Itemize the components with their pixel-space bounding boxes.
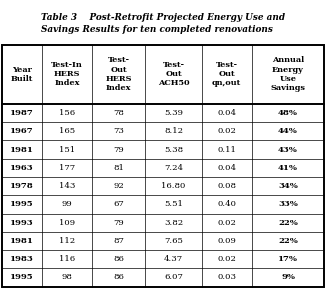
Text: 7.65: 7.65 [164,237,183,245]
Text: Year
Built: Year Built [11,66,33,83]
Text: 67: 67 [113,200,124,208]
Text: 1981: 1981 [10,145,34,154]
Text: 116: 116 [59,255,75,263]
Text: 79: 79 [113,219,124,227]
Text: Test-
Out
HERS
Index: Test- Out HERS Index [105,56,132,92]
Text: 7.24: 7.24 [164,164,183,172]
Text: 81: 81 [113,164,124,172]
Text: 0.40: 0.40 [217,200,236,208]
Text: 3.82: 3.82 [164,219,183,227]
Text: 109: 109 [59,219,75,227]
Text: 0.02: 0.02 [217,127,236,135]
Text: 156: 156 [59,109,75,117]
Text: 9%: 9% [281,273,295,281]
Text: 5.39: 5.39 [164,109,183,117]
Text: 41%: 41% [278,164,298,172]
Text: 0.02: 0.02 [217,255,236,263]
Text: 17%: 17% [278,255,298,263]
Text: 87: 87 [113,237,124,245]
Text: 86: 86 [113,273,124,281]
Text: 1987: 1987 [10,109,34,117]
Text: 5.51: 5.51 [164,200,183,208]
Text: 1978: 1978 [10,182,34,190]
Text: 33%: 33% [278,200,298,208]
Text: 43%: 43% [278,145,298,154]
Text: 177: 177 [59,164,75,172]
Text: 4.37: 4.37 [164,255,183,263]
Text: 73: 73 [113,127,124,135]
Text: 48%: 48% [278,109,298,117]
Text: 112: 112 [59,237,75,245]
Text: 86: 86 [113,255,124,263]
Text: 99: 99 [62,200,72,208]
Text: Test-In
HERS
Index: Test-In HERS Index [51,61,83,88]
Text: 6.07: 6.07 [164,273,183,281]
Bar [2,45,324,287]
Text: 0.08: 0.08 [217,182,236,190]
Text: 0.03: 0.03 [217,273,236,281]
Text: 22%: 22% [278,237,298,245]
Text: 44%: 44% [278,127,298,135]
Text: 22%: 22% [278,219,298,227]
Text: 151: 151 [59,145,75,154]
Text: Test-
Out
ACH50: Test- Out ACH50 [158,61,189,88]
Text: 165: 165 [59,127,75,135]
Text: 8.12: 8.12 [164,127,183,135]
Text: 34%: 34% [278,182,298,190]
Text: 5.38: 5.38 [164,145,183,154]
Text: 98: 98 [62,273,72,281]
Text: 1963: 1963 [10,164,34,172]
Text: 1981: 1981 [10,237,34,245]
Text: 1993: 1993 [10,219,34,227]
Text: Annual
Energy
Use
Savings: Annual Energy Use Savings [271,56,305,92]
Text: 143: 143 [59,182,75,190]
Text: 0.04: 0.04 [217,164,236,172]
Text: Test-
Out
qn,out: Test- Out qn,out [212,61,241,88]
Text: 79: 79 [113,145,124,154]
Text: 1983: 1983 [10,255,34,263]
Text: 1967: 1967 [10,127,34,135]
Text: 92: 92 [113,182,124,190]
Text: Table 3    Post-Retrofit Projected Energy Use and
Savings Results for ten comple: Table 3 Post-Retrofit Projected Energy U… [41,13,285,34]
Text: 0.11: 0.11 [217,145,236,154]
Text: 1995: 1995 [10,200,34,208]
Text: 0.02: 0.02 [217,219,236,227]
Text: 0.09: 0.09 [217,237,236,245]
Text: 0.04: 0.04 [217,109,236,117]
Text: 1995: 1995 [10,273,34,281]
Text: 16.80: 16.80 [161,182,186,190]
Text: 78: 78 [113,109,124,117]
